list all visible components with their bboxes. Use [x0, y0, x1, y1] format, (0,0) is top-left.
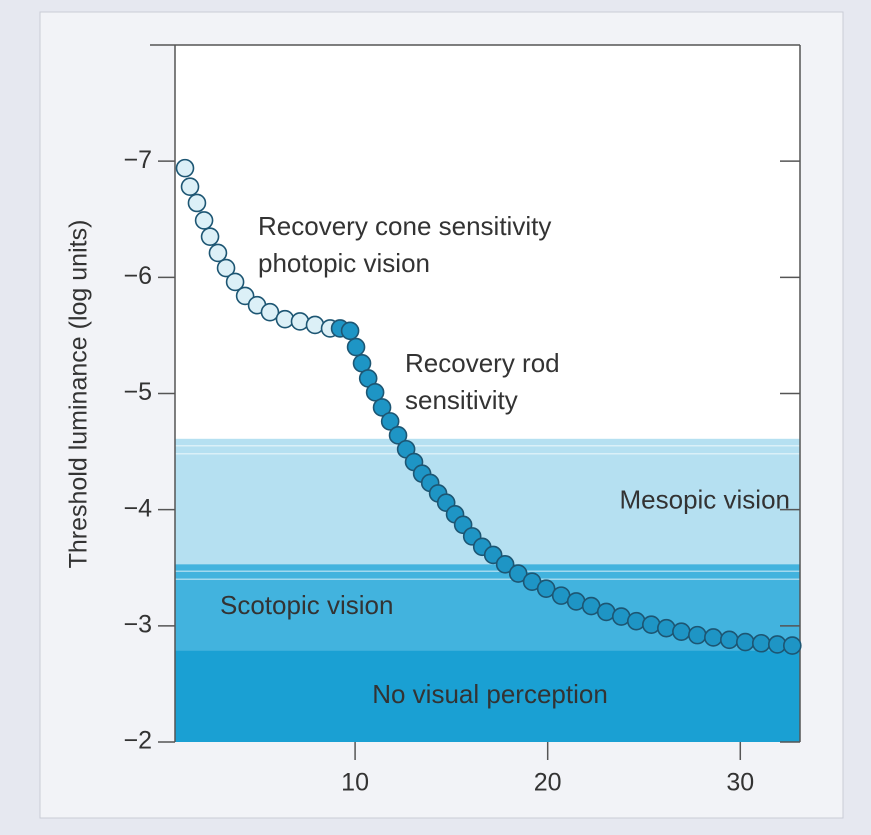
band: [175, 650, 800, 742]
data-point: [751, 633, 771, 653]
data-point: [388, 426, 408, 445]
data-point: [290, 312, 310, 331]
y-tick-label: −4: [123, 494, 152, 522]
annotation: Recovery cone sensitivity: [258, 211, 551, 241]
y-tick-label: −2: [123, 727, 152, 755]
data-point: [180, 177, 200, 197]
data-point: [642, 615, 661, 634]
band-label: Mesopic vision: [619, 484, 790, 514]
axes: −7 −6 −5 −4 −3 −2 10 20 30 Recovery cone sensitiv…: [123, 44, 801, 797]
data-point: [305, 315, 325, 335]
data-point: [175, 158, 195, 178]
marks: [175, 158, 802, 655]
data-point: [194, 211, 214, 230]
data-point: [657, 618, 676, 638]
bands: Mesopic vision Scotopic vision No visual p…: [175, 438, 800, 742]
y-tick-label: −3: [123, 610, 152, 638]
data-point: [216, 258, 236, 278]
data-point: [260, 302, 280, 322]
data-point: [365, 383, 385, 402]
data-point: [704, 628, 723, 647]
annotation: Recovery rod: [405, 348, 560, 378]
band-label: Scotopic vision: [220, 590, 393, 620]
data-point: [225, 272, 245, 292]
annotation: sensitivity: [405, 385, 518, 415]
x-tick-label: 10: [341, 769, 369, 797]
y-tick-label: −6: [123, 262, 152, 290]
data-point: [736, 632, 755, 652]
data-point: [508, 564, 528, 583]
data-point: [672, 622, 691, 641]
data-point: [340, 321, 360, 341]
data-point: [720, 630, 739, 650]
data-point: [372, 398, 392, 417]
x-tick-label: 20: [534, 769, 562, 797]
x-tick-label: 30: [726, 769, 754, 797]
data-point: [346, 337, 366, 357]
data-point: [626, 611, 646, 631]
band-label: No visual perception: [372, 679, 608, 709]
annotation: photopic vision: [258, 248, 430, 278]
data-point: [275, 309, 295, 329]
data-point: [208, 243, 228, 263]
data-point: [380, 412, 400, 431]
data-point: [187, 193, 207, 213]
y-tick-label: −5: [123, 378, 152, 406]
data-point: [688, 625, 707, 645]
data-point: [536, 579, 556, 598]
y-tick-label: −7: [123, 146, 152, 174]
y-axis-title: Threshold luminance (log units): [65, 220, 93, 569]
data-point: [782, 636, 802, 655]
data-point: [200, 227, 220, 246]
data-point: [495, 554, 515, 574]
